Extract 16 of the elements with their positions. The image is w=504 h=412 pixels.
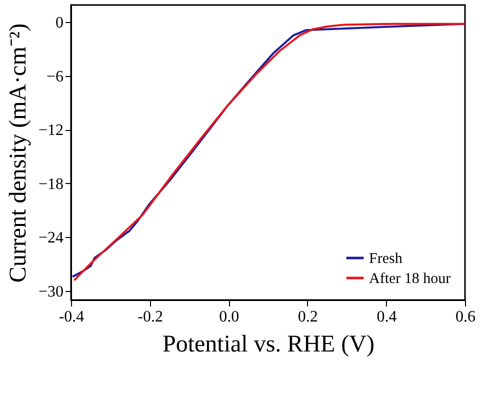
x-tick-label: 0.0: [219, 308, 240, 326]
y-tick-label: −12: [38, 122, 64, 140]
legend-label: Fresh: [369, 251, 403, 267]
x-tick-label: 0.4: [376, 308, 397, 326]
y-tick-label: −30: [38, 284, 64, 301]
y-tick-label: −18: [38, 176, 64, 193]
x-tick-label: -0.4: [58, 308, 84, 326]
y-tick-label: −6: [46, 68, 64, 86]
legend-label: After 18 hour: [369, 271, 451, 287]
x-tick-label: 0.2: [298, 308, 318, 326]
x-axis-title: Potential vs. RHE (V): [162, 332, 374, 358]
x-tick-label: -0.2: [138, 308, 163, 326]
y-tick-label: −24: [38, 230, 64, 247]
y-tick-label: 0: [56, 14, 64, 32]
x-tick-label: 0.6: [456, 308, 476, 326]
y-axis-title: Current density (mA·cm⁻²): [5, 23, 32, 283]
